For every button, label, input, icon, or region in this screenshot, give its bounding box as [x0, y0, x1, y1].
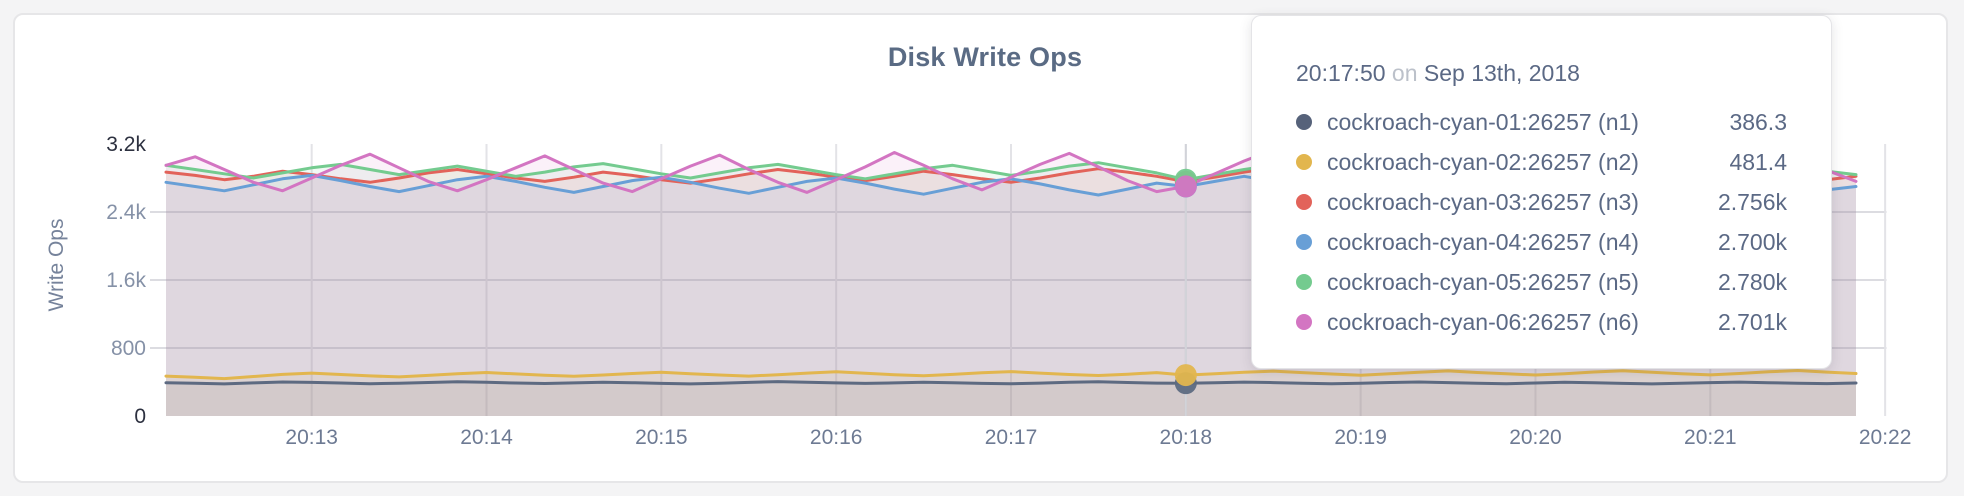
x-tick-label: 20:15 [635, 426, 688, 449]
x-tick-label: 20:17 [985, 426, 1038, 449]
tooltip-conjunction: on [1391, 60, 1418, 86]
x-tick-label: 20:20 [1509, 426, 1562, 449]
series-line[interactable] [164, 369, 1858, 381]
x-tick-label: 20:21 [1684, 426, 1737, 449]
tooltip-time: 20:17:50 [1296, 60, 1386, 86]
x-tick-label: 20:22 [1859, 426, 1912, 449]
tooltip-rows: cockroach-cyan-01:26257 (n1) 386.3 cockroa… [1296, 102, 1787, 342]
hover-tooltip: 20:17:50 on Sep 13th, 2018 cockroach-cya… [1251, 15, 1832, 369]
x-tick-label: 20:16 [810, 426, 863, 449]
x-tick-label: 20:14 [460, 426, 513, 449]
y-axis-label: Write Ops [45, 218, 68, 312]
series-value: 481.4 [1729, 148, 1787, 175]
hover-point[interactable] [1174, 364, 1197, 387]
y-tick-label: 2.4k [106, 201, 146, 224]
series-color-dot-icon [1296, 194, 1312, 210]
series-color-dot-icon [1296, 314, 1312, 330]
y-tick-label: 1.6k [106, 269, 146, 292]
series-color-dot-icon [1296, 114, 1312, 130]
series-value: 2.756k [1717, 188, 1787, 215]
series-name: cockroach-cyan-06:26257 (n6) [1327, 308, 1639, 335]
series-value: 2.780k [1717, 268, 1787, 295]
tooltip-series-row: cockroach-cyan-01:26257 (n1) 386.3 [1296, 102, 1787, 142]
series-name: cockroach-cyan-01:26257 (n1) [1327, 108, 1639, 135]
tooltip-series-row: cockroach-cyan-02:26257 (n2) 481.4 [1296, 142, 1787, 182]
chart-title: Disk Write Ops [887, 42, 1083, 72]
series-color-dot-icon [1296, 234, 1312, 250]
x-tick-label: 20:18 [1160, 426, 1213, 449]
tooltip-header: 20:17:50 on Sep 13th, 2018 [1296, 58, 1787, 88]
y-tick-label: 0 [134, 405, 146, 428]
series-name: cockroach-cyan-04:26257 (n4) [1327, 228, 1639, 255]
x-tick-label: 20:13 [285, 426, 338, 449]
tooltip-series-row: cockroach-cyan-06:26257 (n6) 2.701k [1296, 302, 1787, 342]
tooltip-series-row: cockroach-cyan-04:26257 (n4) 2.700k [1296, 222, 1787, 262]
hover-point[interactable] [1174, 175, 1197, 198]
series-area [166, 381, 1856, 416]
series-name: cockroach-cyan-02:26257 (n2) [1327, 148, 1639, 175]
series-color-dot-icon [1296, 274, 1312, 290]
series-name: cockroach-cyan-05:26257 (n5) [1327, 268, 1639, 295]
series-value: 386.3 [1729, 108, 1787, 135]
tooltip-series-row: cockroach-cyan-03:26257 (n3) 2.756k [1296, 182, 1787, 222]
x-tick-label: 20:19 [1334, 426, 1387, 449]
series-line[interactable] [164, 380, 1858, 386]
tooltip-series-row: cockroach-cyan-05:26257 (n5) 2.780k [1296, 262, 1787, 302]
series-color-dot-icon [1296, 154, 1312, 170]
y-tick-label: 3.2k [106, 133, 146, 156]
y-tick-label: 800 [111, 337, 146, 360]
series-value: 2.700k [1717, 228, 1787, 255]
tooltip-date: Sep 13th, 2018 [1423, 60, 1580, 86]
series-name: cockroach-cyan-03:26257 (n3) [1327, 188, 1639, 215]
series-value: 2.701k [1717, 308, 1787, 335]
